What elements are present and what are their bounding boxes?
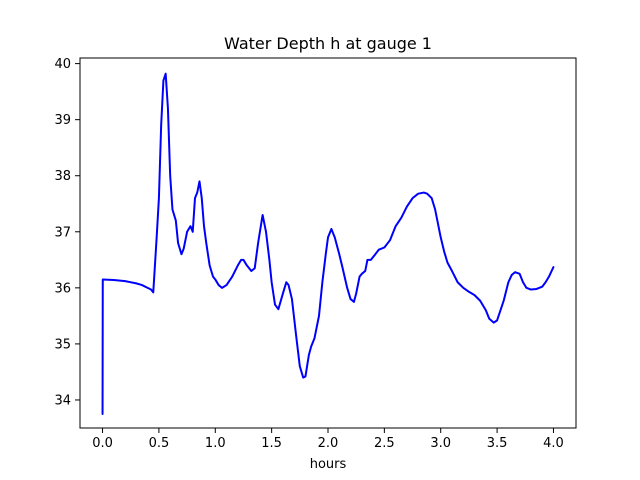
x-tick-label: 0.5 (149, 436, 170, 451)
y-tick-label: 36 (54, 281, 71, 296)
x-tick-label: 0.0 (92, 436, 113, 451)
y-tick-label: 35 (54, 337, 71, 352)
series-line-1 (101, 72, 555, 415)
x-axis-title: hours (310, 457, 347, 472)
plot-marks (101, 72, 555, 415)
y-tick-label: 37 (54, 225, 71, 240)
x-tick-label: 4.0 (543, 436, 564, 451)
x-tick-label: 3.5 (487, 436, 508, 451)
y-tick-label: 38 (54, 169, 71, 184)
chart-title: Water Depth h at gauge 1 (224, 34, 432, 53)
y-tick-label: 40 (54, 57, 71, 72)
x-tick-label: 3.0 (430, 436, 451, 451)
y-axis: 34 35 36 37 38 39 40 (54, 57, 80, 408)
x-tick-label: 1.5 (261, 436, 282, 451)
x-axis: 0.0 0.5 1.0 1.5 2.0 2.5 3.0 3.5 4.0 (92, 428, 564, 451)
x-tick-label: 1.0 (205, 436, 226, 451)
y-tick-label: 39 (54, 113, 71, 128)
x-tick-label: 2.5 (374, 436, 395, 451)
y-tick-label: 34 (54, 393, 71, 408)
x-tick-label: 2.0 (318, 436, 339, 451)
